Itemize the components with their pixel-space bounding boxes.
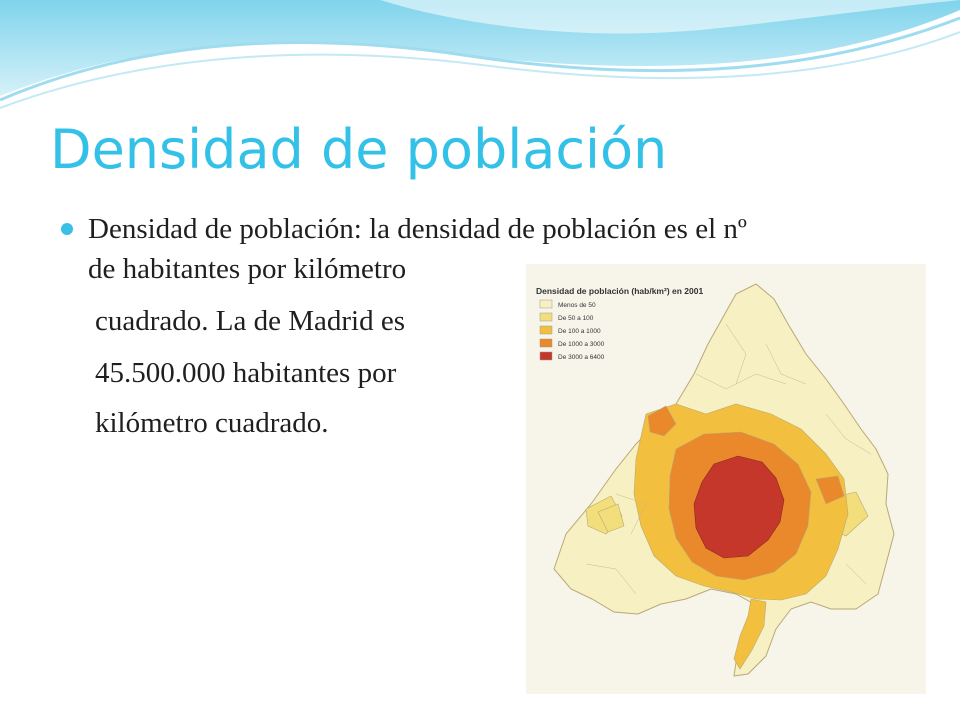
region-1000-3000 (647, 405, 677, 437)
legend-swatch (539, 299, 553, 309)
legend-label: De 50 a 100 (558, 315, 594, 322)
legend-swatch (539, 312, 553, 322)
region-1000-3000 (815, 475, 845, 505)
slide-title: Densidad de población (50, 118, 668, 181)
bullet-icon (61, 223, 73, 235)
legend-swatch (539, 338, 553, 348)
map-legend-title: Densidad de población (hab/km²) en 2001 (536, 286, 703, 296)
legend-swatch (539, 325, 553, 335)
body-text-line: kilómetro cuadrado. (95, 407, 329, 439)
legend-swatch (539, 351, 553, 361)
legend-label: De 100 a 1000 (558, 328, 601, 335)
legend-label: De 1000 a 3000 (558, 341, 605, 348)
map-legend: Menos de 50 De 50 a 100 De 100 a 1000 De… (539, 299, 605, 361)
region-50-100 (597, 503, 625, 533)
body-text-line: cuadrado. La de Madrid es (95, 305, 406, 337)
body-text-line: de habitantes por kilómetro (88, 253, 407, 285)
madrid-density-map: Densidad de población (hab/km²) en 2001 … (526, 264, 926, 694)
legend-label: De 3000 a 6400 (558, 354, 605, 361)
region-100-1000 (733, 598, 767, 670)
body-text-line: 45.500.000 habitantes por (95, 357, 397, 389)
body-text-line: Densidad de población: la densidad de po… (88, 213, 747, 245)
header-wave-decoration (0, 0, 960, 109)
legend-label: Menos de 50 (558, 302, 596, 309)
region-3000-6400 (693, 455, 785, 559)
